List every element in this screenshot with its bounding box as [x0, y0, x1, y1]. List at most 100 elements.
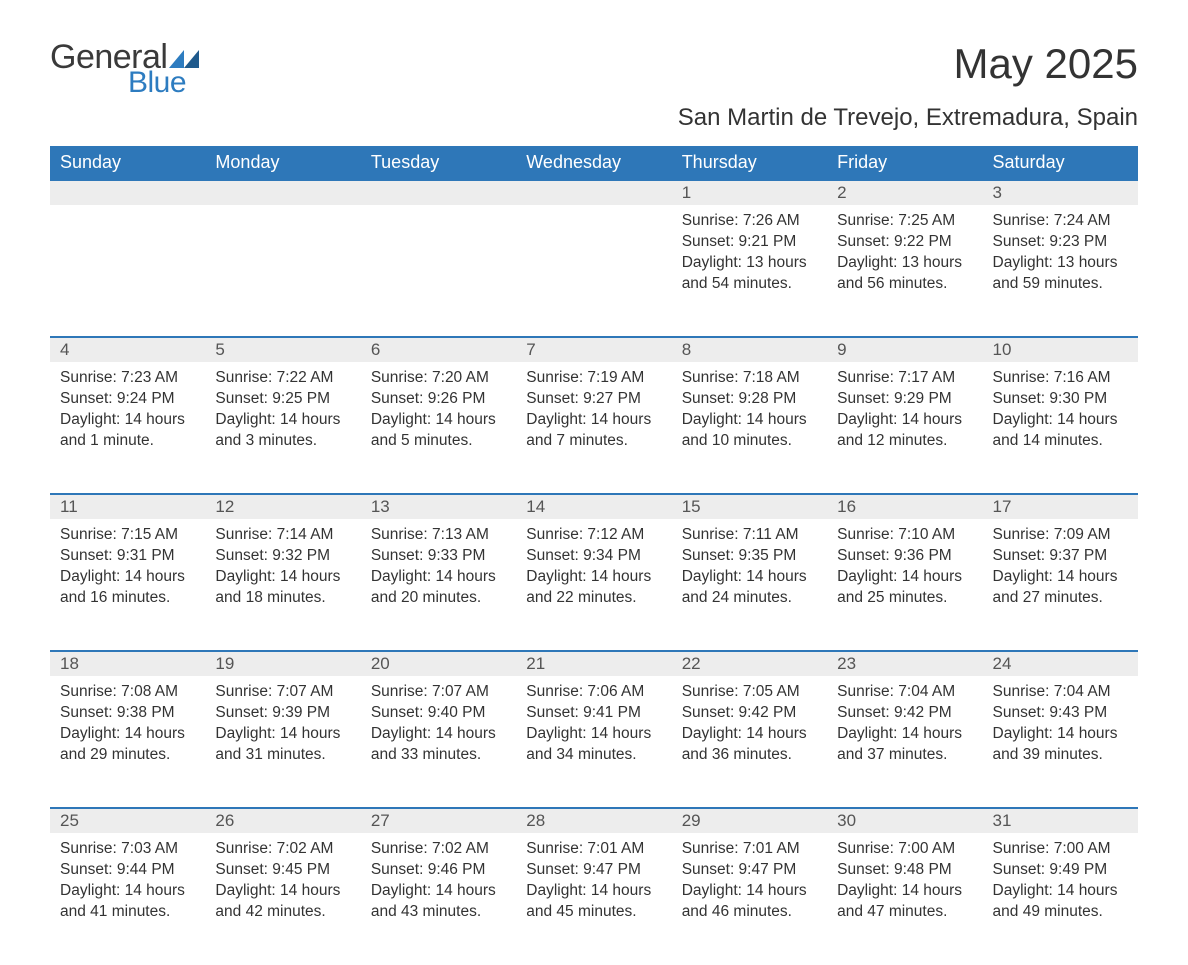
daylight-line: Daylight: 13 hours and 56 minutes.	[837, 253, 972, 295]
day-number: 28	[516, 808, 671, 833]
sunset-line: Sunset: 9:42 PM	[837, 703, 972, 724]
sunrise-line: Sunrise: 7:24 AM	[993, 211, 1128, 232]
day-cell: Sunrise: 7:02 AMSunset: 9:45 PMDaylight:…	[205, 833, 360, 965]
day-cell: Sunrise: 7:11 AMSunset: 9:35 PMDaylight:…	[672, 519, 827, 651]
sunrise-line: Sunrise: 7:05 AM	[682, 682, 817, 703]
day-cell: Sunrise: 7:03 AMSunset: 9:44 PMDaylight:…	[50, 833, 205, 965]
day-number: 26	[205, 808, 360, 833]
sunset-line: Sunset: 9:47 PM	[682, 860, 817, 881]
daylight-line: Daylight: 14 hours and 47 minutes.	[837, 881, 972, 923]
daynum-row: 45678910	[50, 337, 1138, 362]
sunrise-line: Sunrise: 7:00 AM	[837, 839, 972, 860]
day-number: 30	[827, 808, 982, 833]
sunset-line: Sunset: 9:39 PM	[215, 703, 350, 724]
day-number: 9	[827, 337, 982, 362]
daylight-line: Daylight: 14 hours and 39 minutes.	[993, 724, 1128, 766]
day-number: 14	[516, 494, 671, 519]
day-cell: Sunrise: 7:01 AMSunset: 9:47 PMDaylight:…	[672, 833, 827, 965]
header: General Blue May 2025	[50, 40, 1138, 98]
daylight-line: Daylight: 14 hours and 25 minutes.	[837, 567, 972, 609]
day-number: 4	[50, 337, 205, 362]
sunset-line: Sunset: 9:42 PM	[682, 703, 817, 724]
daylight-line: Daylight: 14 hours and 18 minutes.	[215, 567, 350, 609]
day-cell: Sunrise: 7:19 AMSunset: 9:27 PMDaylight:…	[516, 362, 671, 494]
daylight-line: Daylight: 14 hours and 5 minutes.	[371, 410, 506, 452]
day-number: 12	[205, 494, 360, 519]
day-cell: Sunrise: 7:00 AMSunset: 9:48 PMDaylight:…	[827, 833, 982, 965]
daylight-line: Daylight: 14 hours and 29 minutes.	[60, 724, 195, 766]
day-cell: Sunrise: 7:04 AMSunset: 9:42 PMDaylight:…	[827, 676, 982, 808]
daylight-line: Daylight: 14 hours and 43 minutes.	[371, 881, 506, 923]
day-cell: Sunrise: 7:08 AMSunset: 9:38 PMDaylight:…	[50, 676, 205, 808]
day-number: 7	[516, 337, 671, 362]
sunrise-line: Sunrise: 7:22 AM	[215, 368, 350, 389]
day-cell: Sunrise: 7:01 AMSunset: 9:47 PMDaylight:…	[516, 833, 671, 965]
daylight-line: Daylight: 14 hours and 14 minutes.	[993, 410, 1128, 452]
daylight-line: Daylight: 14 hours and 16 minutes.	[60, 567, 195, 609]
day-cell: Sunrise: 7:05 AMSunset: 9:42 PMDaylight:…	[672, 676, 827, 808]
sunrise-line: Sunrise: 7:02 AM	[371, 839, 506, 860]
daylight-line: Daylight: 13 hours and 59 minutes.	[993, 253, 1128, 295]
sunset-line: Sunset: 9:46 PM	[371, 860, 506, 881]
sunset-line: Sunset: 9:30 PM	[993, 389, 1128, 410]
day-empty	[50, 180, 205, 205]
day-number: 20	[361, 651, 516, 676]
daylight-line: Daylight: 14 hours and 1 minute.	[60, 410, 195, 452]
daylight-line: Daylight: 14 hours and 42 minutes.	[215, 881, 350, 923]
sunrise-line: Sunrise: 7:17 AM	[837, 368, 972, 389]
day-number: 8	[672, 337, 827, 362]
day-number: 27	[361, 808, 516, 833]
content-row: Sunrise: 7:03 AMSunset: 9:44 PMDaylight:…	[50, 833, 1138, 965]
daylight-line: Daylight: 14 hours and 3 minutes.	[215, 410, 350, 452]
day-number: 6	[361, 337, 516, 362]
content-row: Sunrise: 7:08 AMSunset: 9:38 PMDaylight:…	[50, 676, 1138, 808]
brand-word2: Blue	[128, 68, 199, 98]
day-number: 16	[827, 494, 982, 519]
daylight-line: Daylight: 14 hours and 7 minutes.	[526, 410, 661, 452]
sunset-line: Sunset: 9:33 PM	[371, 546, 506, 567]
sunrise-line: Sunrise: 7:01 AM	[682, 839, 817, 860]
sunrise-line: Sunrise: 7:00 AM	[993, 839, 1128, 860]
sunset-line: Sunset: 9:27 PM	[526, 389, 661, 410]
col-tuesday: Tuesday	[361, 146, 516, 180]
day-number: 2	[827, 180, 982, 205]
sunrise-line: Sunrise: 7:06 AM	[526, 682, 661, 703]
daylight-line: Daylight: 14 hours and 41 minutes.	[60, 881, 195, 923]
day-empty-content	[50, 205, 205, 337]
daylight-line: Daylight: 14 hours and 31 minutes.	[215, 724, 350, 766]
day-empty	[516, 180, 671, 205]
day-cell: Sunrise: 7:26 AMSunset: 9:21 PMDaylight:…	[672, 205, 827, 337]
day-number: 15	[672, 494, 827, 519]
sunrise-line: Sunrise: 7:10 AM	[837, 525, 972, 546]
daylight-line: Daylight: 14 hours and 46 minutes.	[682, 881, 817, 923]
day-number: 23	[827, 651, 982, 676]
daylight-line: Daylight: 14 hours and 36 minutes.	[682, 724, 817, 766]
sunset-line: Sunset: 9:34 PM	[526, 546, 661, 567]
day-cell: Sunrise: 7:25 AMSunset: 9:22 PMDaylight:…	[827, 205, 982, 337]
sunset-line: Sunset: 9:22 PM	[837, 232, 972, 253]
day-cell: Sunrise: 7:17 AMSunset: 9:29 PMDaylight:…	[827, 362, 982, 494]
day-number: 18	[50, 651, 205, 676]
day-cell: Sunrise: 7:12 AMSunset: 9:34 PMDaylight:…	[516, 519, 671, 651]
day-number: 11	[50, 494, 205, 519]
daylight-line: Daylight: 14 hours and 12 minutes.	[837, 410, 972, 452]
day-number: 17	[983, 494, 1138, 519]
col-friday: Friday	[827, 146, 982, 180]
daylight-line: Daylight: 14 hours and 24 minutes.	[682, 567, 817, 609]
daylight-line: Daylight: 14 hours and 22 minutes.	[526, 567, 661, 609]
sunset-line: Sunset: 9:36 PM	[837, 546, 972, 567]
day-number: 29	[672, 808, 827, 833]
sunrise-line: Sunrise: 7:18 AM	[682, 368, 817, 389]
sunset-line: Sunset: 9:35 PM	[682, 546, 817, 567]
content-row: Sunrise: 7:26 AMSunset: 9:21 PMDaylight:…	[50, 205, 1138, 337]
day-number: 22	[672, 651, 827, 676]
sunset-line: Sunset: 9:31 PM	[60, 546, 195, 567]
sunrise-line: Sunrise: 7:15 AM	[60, 525, 195, 546]
daylight-line: Daylight: 14 hours and 49 minutes.	[993, 881, 1128, 923]
sunset-line: Sunset: 9:48 PM	[837, 860, 972, 881]
day-number: 21	[516, 651, 671, 676]
sunset-line: Sunset: 9:25 PM	[215, 389, 350, 410]
content-row: Sunrise: 7:15 AMSunset: 9:31 PMDaylight:…	[50, 519, 1138, 651]
day-empty-content	[205, 205, 360, 337]
day-cell: Sunrise: 7:18 AMSunset: 9:28 PMDaylight:…	[672, 362, 827, 494]
